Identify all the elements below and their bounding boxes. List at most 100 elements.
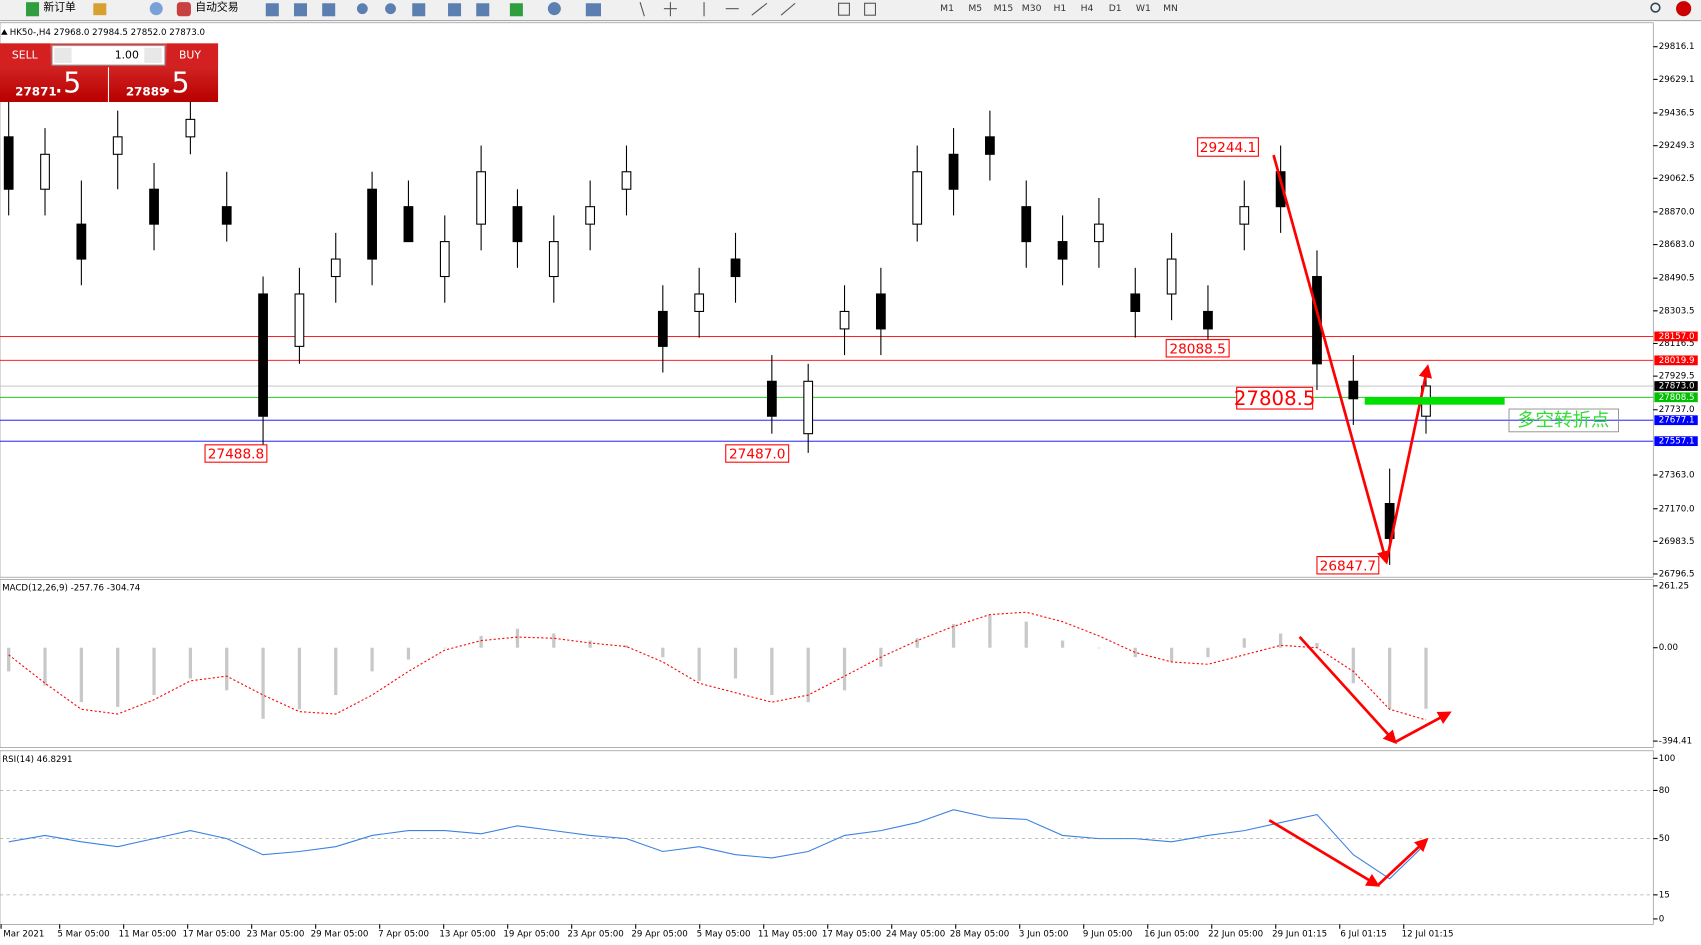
timeframe-button[interactable]: M15 [994, 3, 1014, 14]
timeframe-button[interactable]: W1 [1136, 3, 1151, 14]
macd-bar [515, 628, 520, 648]
tool-cursor[interactable] [639, 2, 645, 17]
x-tick-label: 28 May 05:00 [950, 930, 1009, 940]
macd-bar [1242, 638, 1246, 648]
turning-point-note: 多空转折点 [1517, 410, 1609, 431]
price-annotation: 27488.8 [208, 447, 264, 463]
main-chart: 29816.1 29629.1 29436.5 29249.3 29062.5 28870… [0, 42, 1698, 579]
toolbar-icon[interactable] [93, 3, 107, 16]
timeframe-button[interactable]: D1 [1109, 3, 1122, 14]
y-tick-label: 15 [1659, 890, 1670, 900]
price-annotation-box [725, 444, 790, 463]
toolbar-icon[interactable] [149, 2, 163, 16]
timeframe-button[interactable]: H4 [1081, 3, 1094, 14]
candle-body [657, 310, 668, 347]
toolbar-icon[interactable] [412, 3, 426, 17]
lot-input[interactable] [51, 45, 166, 66]
price-level-label: 28157.0 [1659, 332, 1695, 342]
arrow [1394, 711, 1452, 744]
timeframe-button[interactable]: H1 [1053, 3, 1066, 14]
candle-body [76, 223, 87, 260]
candle-body [185, 118, 196, 138]
buy-button[interactable] [167, 43, 219, 67]
toolbar-icon[interactable] [265, 3, 279, 17]
candle-body [439, 241, 450, 278]
y-tick-label: 27363.0 [1659, 471, 1695, 481]
timeframe-button[interactable]: M30 [1022, 3, 1042, 14]
toolbar-icon[interactable] [476, 3, 490, 17]
arrow [1298, 635, 1397, 745]
macd-bar [1351, 647, 1355, 684]
y-tick-label: 100 [1659, 754, 1676, 764]
y-tick-label: 50 [1659, 834, 1670, 844]
collapse-icon[interactable] [1, 29, 8, 35]
toolbar-icon[interactable] [547, 2, 561, 16]
candle-body [367, 188, 377, 260]
auto-trading-button[interactable]: 自动交易 [195, 0, 238, 14]
tool-channel[interactable] [780, 2, 796, 16]
macd-bar [7, 647, 11, 672]
lot-increase[interactable] [144, 47, 162, 63]
x-tick-label: 7 Apr 05:00 [378, 930, 429, 940]
candle-body [476, 171, 487, 225]
timeframe-bar: M1 M5 M15 M30 H1 H4 D1 W1 MN [940, 3, 1178, 14]
timeframe-button[interactable]: M5 [968, 3, 982, 14]
toolbar-icon[interactable] [385, 3, 396, 15]
macd-bar [988, 614, 992, 648]
x-tick-label: 16 Jun 05:00 [1144, 930, 1199, 940]
macd-bar [1388, 647, 1392, 710]
macd-bar [1206, 647, 1210, 658]
toolbar-icon[interactable] [356, 3, 368, 15]
toolbar-icon[interactable] [448, 3, 462, 17]
macd-bar [552, 633, 556, 648]
y-tick-label: 28870.0 [1659, 207, 1695, 217]
tool-text[interactable] [864, 2, 876, 16]
candle-body [1057, 241, 1068, 260]
price-level-label: 28019.9 [1659, 356, 1695, 366]
candle-body [985, 136, 995, 155]
candle-body [621, 171, 632, 190]
toolbar-icon[interactable] [322, 3, 336, 17]
buy-price-pips[interactable]: .5 [163, 67, 190, 100]
notification-icon[interactable] [1676, 1, 1692, 17]
sell-button[interactable] [0, 43, 50, 67]
sell-price-pips[interactable]: .5 [54, 67, 81, 100]
sell-price[interactable]: 27871 [15, 85, 56, 99]
toolbar-icon[interactable] [585, 3, 601, 17]
buy-price[interactable]: 27889 [126, 85, 167, 99]
lot-value[interactable]: 1.00 [115, 48, 139, 61]
arrow [1272, 154, 1391, 565]
toolbar-icon[interactable] [293, 3, 308, 17]
new-order-icon[interactable] [26, 2, 40, 17]
search-icon[interactable] [1650, 2, 1661, 13]
note-box [1508, 408, 1619, 433]
macd-bar [152, 647, 156, 696]
toolbar-icon[interactable] [509, 3, 523, 17]
auto-trading-icon[interactable] [176, 2, 191, 17]
candle-body [294, 293, 305, 347]
tool-fibo[interactable] [838, 2, 850, 16]
timeframe-button[interactable]: MN [1163, 3, 1178, 14]
macd-bar [1169, 647, 1174, 662]
buy-label[interactable]: BUY [179, 48, 201, 61]
macd-bar [915, 638, 919, 648]
new-order-button[interactable]: 新订单 [43, 0, 76, 14]
tool-trendline[interactable] [751, 2, 768, 16]
macd-bar [1315, 642, 1319, 648]
drawing-tools [639, 2, 876, 17]
price-annotation: 27487.0 [729, 447, 785, 463]
macd-bar [297, 647, 302, 710]
candle-body [1203, 310, 1213, 330]
candle-body [149, 188, 159, 225]
y-tick-label: 29062.5 [1659, 174, 1695, 184]
sell-label[interactable]: SELL [12, 48, 38, 61]
price-level-tag [1654, 392, 1698, 403]
one-click-trading: SELL 1.00 BUY 27871 .5 27889 .5 [0, 43, 219, 102]
candle-body [839, 310, 850, 330]
y-tick-label: 27170.0 [1659, 504, 1695, 514]
lot-decrease[interactable] [54, 47, 72, 63]
x-tick-label: 6 Jul 01:15 [1340, 930, 1386, 940]
candle-body [40, 153, 50, 190]
timeframe-button[interactable]: M1 [940, 3, 954, 14]
